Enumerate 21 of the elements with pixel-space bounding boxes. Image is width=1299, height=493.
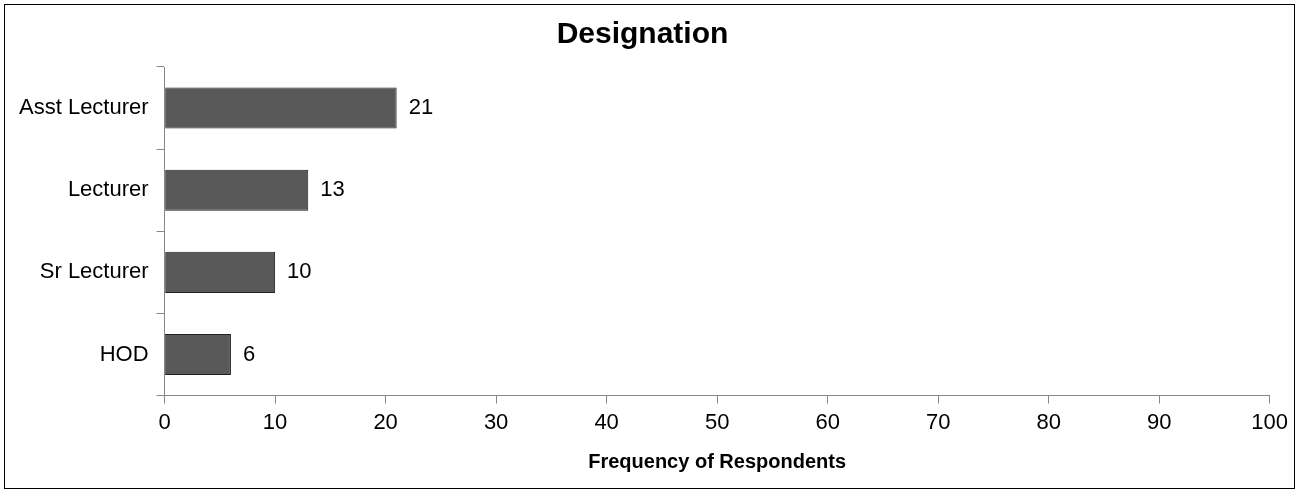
x-tick-label: 50 [704, 408, 730, 434]
x-tick-label: 60 [815, 408, 840, 434]
data-label: 10 [287, 258, 312, 284]
chart-title: Designation [556, 16, 729, 50]
x-tick-label: 0 [158, 408, 171, 434]
y-tick-label: Asst Lecturer [19, 94, 149, 120]
x-tick-label: 80 [1036, 408, 1061, 434]
x-tick-label: 30 [483, 408, 509, 434]
data-label: 13 [320, 176, 345, 202]
y-tick-label: Sr Lecturer [39, 258, 149, 284]
x-tick-label: 70 [925, 408, 951, 434]
data-label: 21 [408, 94, 434, 120]
x-tick-label: 100 [1251, 408, 1289, 434]
data-label: 6 [242, 340, 256, 366]
x-tick-label: 10 [262, 408, 288, 434]
x-axis-title: Frequency of Respondents [588, 449, 847, 472]
x-tick-label: 20 [373, 408, 398, 434]
x-tick-label: 40 [594, 408, 619, 434]
x-tick-label: 90 [1146, 408, 1172, 434]
y-tick-label: Lecturer [67, 176, 149, 202]
y-tick-label: HOD [99, 340, 149, 366]
